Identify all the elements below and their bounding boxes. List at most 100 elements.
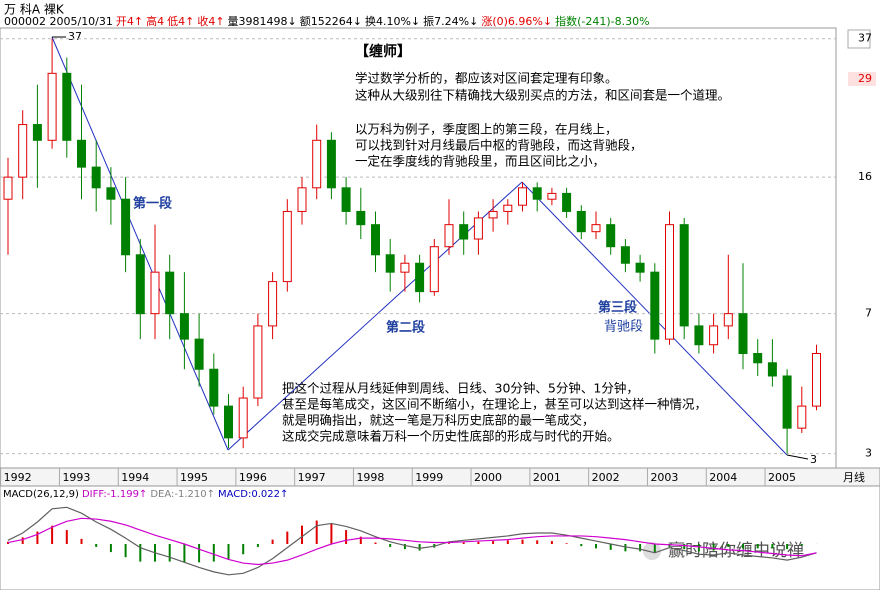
candle-body [591,224,601,233]
annotation: 甚至是每笔成交，这区间不断缩小，在理论上，甚至可以达到这样一种情况， [282,397,707,412]
header-item: 涨(0)6.96%↓ [481,15,552,28]
header-item: MACD:0.022↑ [218,489,288,500]
x-tick-label: 1996 [239,471,267,484]
candle-body [650,271,660,340]
period-label: 月线 [843,470,865,484]
candle-body [473,217,483,240]
x-tick-label: 2004 [709,471,737,484]
candle-body [209,368,219,407]
candle-body [635,262,645,273]
trend-line [227,181,523,451]
candle-body [312,139,322,189]
candle-body [121,198,131,256]
header-item: MACD(26,12,9) [3,489,79,500]
candle-body [150,271,160,315]
candle-body [723,313,733,327]
candle-body [165,271,175,315]
candle-body [444,224,454,248]
segment-label: 第三段 [598,300,637,316]
candle-body [18,124,28,178]
candle-body [459,224,469,240]
candle-body [429,246,439,293]
header-item: DEA:-1.210↑ [150,489,215,500]
y-tick-label: 37 [858,32,872,45]
settings-icon[interactable] [847,29,871,49]
candle-body [665,224,674,340]
leader-line [786,454,809,460]
x-tick-label: 1995 [180,471,208,484]
segment-label: 第一段 [133,196,172,212]
x-tick-label: 2002 [592,471,620,484]
x-tick-label: 1997 [298,471,326,484]
x-tick-label: 1993 [62,471,90,484]
x-tick-label: 1994 [121,471,149,484]
candle-body [532,187,542,200]
candle-body [562,192,572,212]
candle-body [679,224,689,327]
y-tick-label: 16 [858,170,872,183]
candle-body [238,397,248,439]
candle-body [753,353,763,364]
price-marker-label: 29 [858,72,872,85]
x-tick-label: 1999 [415,471,443,484]
candle-body [106,187,116,200]
candle-body [620,246,630,264]
watermark-icon [643,542,661,560]
candle-body [268,281,278,327]
macd-header: MACD(26,12,9) DIFF:-1.199↑ DEA:-1.210↑ MACD… [3,489,288,500]
x-tick-label: 1992 [4,471,32,484]
low-label: 3 [810,453,817,466]
candle-body [767,362,777,377]
candle-body [91,166,101,189]
candle-body [782,375,792,429]
header-item: 指数(-241)-8.30% [555,14,649,28]
candle-body [326,139,336,189]
header-item: 低4↑ [167,15,194,28]
x-tick-label: 2003 [650,471,678,484]
annotation: 把这个过程从月线延伸到周线、日线、30分钟、5分钟、1分钟， [282,381,639,396]
candle-body [282,210,292,283]
candle-body [797,405,807,429]
header-item: 振7.24%↓ [423,14,478,28]
y-tick-label: 3 [865,447,872,460]
header-item: 额152264↓ [300,15,362,28]
segment-label: 背驰段 [604,320,643,335]
header-item: 开4↑ [116,15,143,28]
candle-body [576,210,586,233]
candle-body [415,262,425,293]
candle-body [194,338,204,370]
candle-body [709,325,719,346]
candle-body [3,176,13,200]
segment-label: 第二段 [386,320,425,336]
watermark: 赢时陪你缠中说禅 [668,541,804,561]
header-item: DIFF:-1.199↑ [82,489,147,500]
candle-body [738,313,748,355]
candle-body [606,224,616,248]
candle-body [62,72,72,141]
high-label: 37 [68,30,82,43]
x-tick-label: 2000 [474,471,502,484]
price-marker-box [848,71,876,86]
candle-body [179,313,189,340]
candle-body [812,353,821,407]
annotation: 一定在季度线的背驰段里，而且区间比之小， [355,154,605,169]
x-tick-label: 2001 [533,471,561,484]
candle-body [32,124,42,141]
annotation: 就是明确指出，就这一笔是万科历史底部的最一笔成交， [282,413,595,428]
candle-body [77,139,86,168]
y-tick-label: 7 [865,307,872,320]
candle-body [488,210,498,219]
candle-body [224,405,233,439]
candle-body [694,325,704,346]
candle-body [356,210,366,226]
header-item: 换4.10%↓ [365,14,420,28]
header-item: 000002 2005/10/31 [4,15,113,28]
macd-line [7,517,817,566]
annotation-heading: 【缠师】 [355,43,411,60]
annotation: 可以找到针对月线最后中枢的背驰段，而这背驰段， [355,138,643,153]
annotation: 这种从大级别往下精确找大级别买点的方法，和区间套是一个道理。 [355,88,730,103]
candle-body [385,254,395,273]
candle-body [503,204,513,212]
